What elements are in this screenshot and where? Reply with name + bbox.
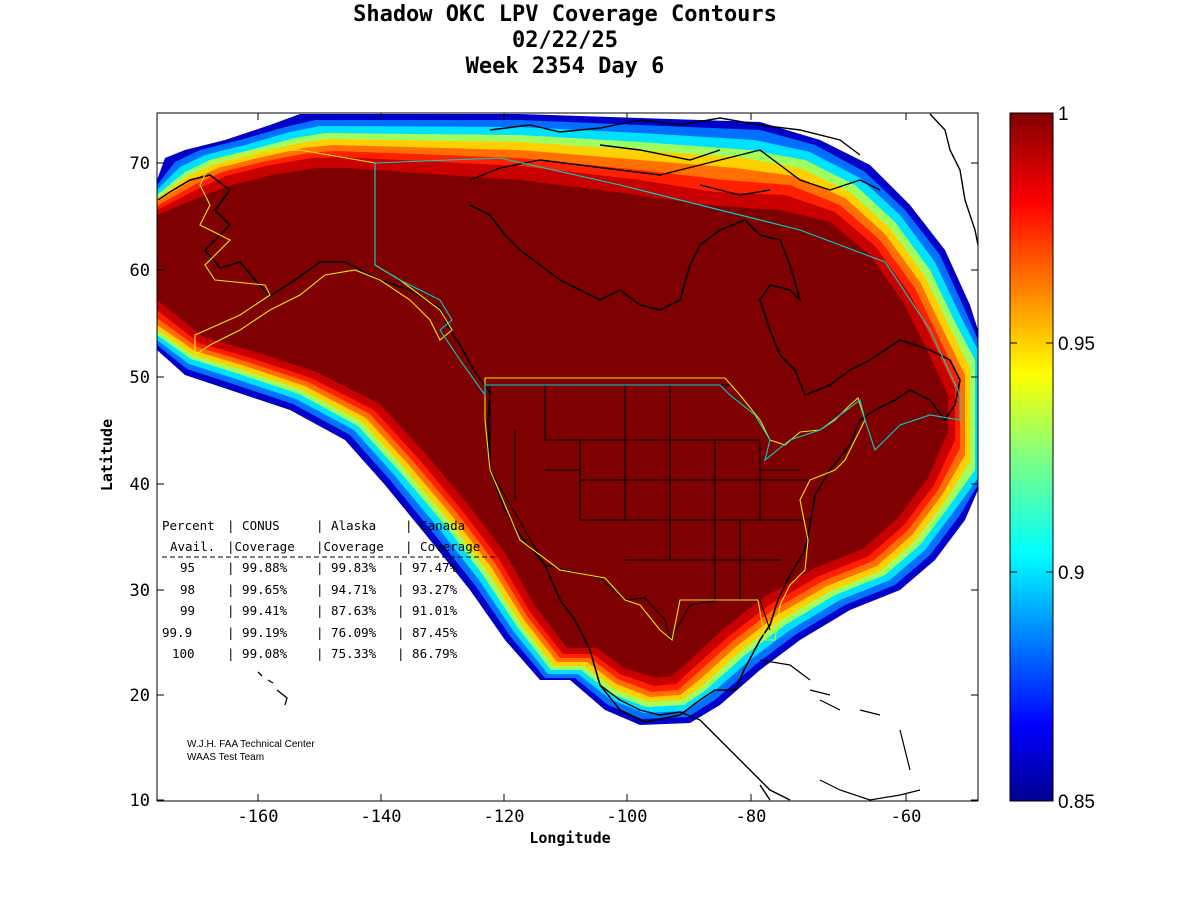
table-row-3-percent: 99 <box>180 603 195 618</box>
table-row-3-canada: | 91.01% <box>397 603 458 618</box>
table-row-2-alaska: | 94.71% <box>316 582 377 597</box>
table-row-2-percent: 98 <box>180 582 195 597</box>
y-tick-label: 10 <box>130 791 150 811</box>
x-ticks: -160 -140 -120 -100 -80 -60 <box>238 113 922 827</box>
coastline <box>157 174 961 723</box>
table-row-3-alaska: | 87.63% <box>316 603 377 618</box>
table-row-5-percent: 100 <box>172 646 195 661</box>
colorbar-tick-label: 0.85 <box>1058 792 1095 813</box>
table-header-conus: | CONUS <box>227 518 280 533</box>
table-row-2-canada: | 93.27% <box>397 582 458 597</box>
y-axis-label: Latitude <box>98 419 116 491</box>
table-row-2-conus: | 99.65% <box>227 582 288 597</box>
credit-line-2: WAAS Test Team <box>187 752 264 763</box>
coverage-table: Percent | CONUS | Alaska | Canada Avail.… <box>162 518 495 661</box>
table-subheader-avail: Avail. <box>170 539 215 554</box>
table-row-1-alaska: | 99.83% <box>316 560 377 575</box>
table-row-4-canada: | 87.45% <box>397 625 458 640</box>
chart-title: Shadow OKC LPV Coverage Contours <box>353 2 777 27</box>
conus-boundary <box>484 377 866 642</box>
coverage-contours <box>157 114 978 725</box>
table-row-3-conus: | 99.41% <box>227 603 288 618</box>
arctic-islands <box>469 117 881 196</box>
colorbar-tick-label: 0.95 <box>1058 334 1095 355</box>
x-tick-label: -160 <box>238 807 279 827</box>
y-ticks: 70 60 50 40 30 20 10 <box>130 154 978 811</box>
table-header-alaska: | Alaska <box>316 518 376 533</box>
table-row-1-canada: | 97.47% <box>397 560 458 575</box>
x-tick-label: -80 <box>736 807 767 827</box>
table-row-4-conus: | 99.19% <box>227 625 288 640</box>
table-subheader-conus: |Coverage <box>227 539 295 554</box>
y-tick-label: 40 <box>130 475 150 495</box>
table-subheader-canada: | Coverage <box>405 539 480 554</box>
chart-date: 02/22/25 <box>512 28 618 53</box>
mexico-central-america <box>599 684 791 801</box>
y-tick-label: 60 <box>130 261 150 281</box>
colorbar-tick-label: 1 <box>1058 104 1069 125</box>
table-header-canada: | Canada <box>405 518 465 533</box>
table-row-1-conus: | 99.88% <box>227 560 288 575</box>
x-tick-label: -60 <box>891 807 922 827</box>
table-subheader-alaska: |Coverage <box>316 539 384 554</box>
colorbar-ticks: 1 0.95 0.9 0.85 <box>1010 104 1095 813</box>
x-tick-label: -100 <box>607 807 648 827</box>
x-tick-label: -140 <box>361 807 402 827</box>
table-row-1-percent: 95 <box>180 560 195 575</box>
table-row-5-canada: | 86.79% <box>397 646 458 661</box>
table-header-percent: Percent <box>162 518 215 533</box>
credit-line-1: W.J.H. FAA Technical Center <box>187 739 315 750</box>
table-row-5-alaska: | 75.33% <box>316 646 377 661</box>
region-boundaries <box>194 149 961 642</box>
x-axis-label: Longitude <box>529 829 610 847</box>
plot-frame <box>156 112 979 802</box>
table-row-4-percent: 99.9 <box>162 625 192 640</box>
x-tick-label: -120 <box>484 807 525 827</box>
y-tick-label: 20 <box>130 686 150 706</box>
y-tick-label: 30 <box>130 581 150 601</box>
colorbar-tick-label: 0.9 <box>1058 563 1084 584</box>
colorbar <box>1009 112 1054 802</box>
table-row-5-conus: | 99.08% <box>227 646 288 661</box>
canada-boundary <box>374 157 961 462</box>
table-row-4-alaska: | 76.09% <box>316 625 377 640</box>
y-tick-label: 70 <box>130 154 150 174</box>
geography-lines <box>157 113 978 801</box>
caribbean-islands <box>759 659 921 801</box>
contour-1.0 <box>157 168 948 678</box>
hawaii-islands <box>257 671 288 706</box>
greenland-coast <box>929 113 978 246</box>
chart-week-day: Week 2354 Day 6 <box>465 54 665 79</box>
y-tick-label: 50 <box>130 368 150 388</box>
